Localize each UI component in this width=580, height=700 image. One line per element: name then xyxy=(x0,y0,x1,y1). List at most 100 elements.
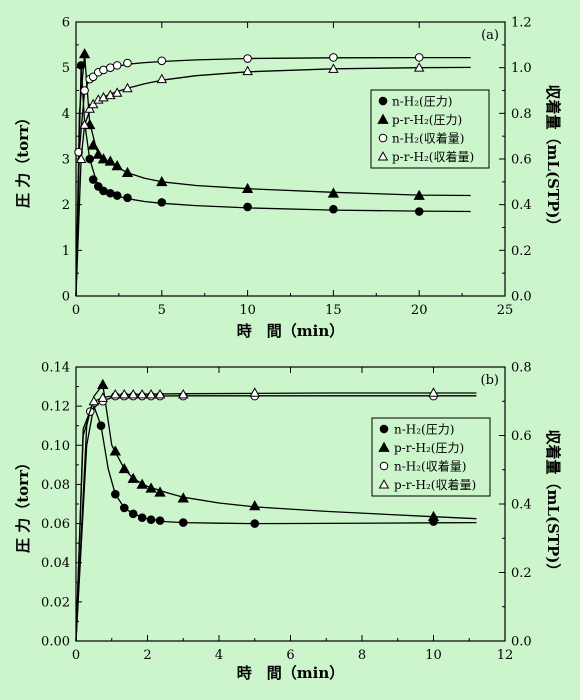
x-tick-label: 2 xyxy=(143,648,151,663)
data-point xyxy=(156,73,168,84)
y-left-tick-label: 0.04 xyxy=(41,556,70,571)
y-right-tick-label: 1.2 xyxy=(511,16,532,31)
data-point xyxy=(178,388,189,399)
y-left-axis-title: 圧 力（torr） xyxy=(14,110,32,208)
data-point xyxy=(127,388,139,399)
data-point xyxy=(155,516,165,525)
data-point xyxy=(111,160,123,171)
data-point xyxy=(78,48,91,59)
data-point xyxy=(127,472,139,483)
data-point xyxy=(249,387,260,397)
data-point xyxy=(241,182,254,194)
y-left-tick-label: 0.00 xyxy=(41,635,70,650)
x-tick-label: 10 xyxy=(239,303,256,318)
y-right-axis-title: 収着量（mL(STP)） xyxy=(544,85,562,234)
data-point xyxy=(136,388,148,399)
x-tick-label: 0 xyxy=(72,303,80,318)
data-point xyxy=(136,478,148,489)
data-point xyxy=(250,519,260,528)
data-point xyxy=(427,510,440,522)
data-point xyxy=(87,139,99,150)
legend-label: n-H₂(圧力) xyxy=(394,423,454,437)
x-tick-label: 0 xyxy=(72,648,80,663)
y-right-tick-label: 0.0 xyxy=(511,635,532,650)
y-left-tick-label: 0.08 xyxy=(41,478,70,493)
data-point xyxy=(118,462,130,474)
legend-box xyxy=(370,89,490,169)
y-right-tick-label: 1.0 xyxy=(511,61,532,76)
data-point xyxy=(88,175,98,184)
data-point xyxy=(119,388,130,399)
data-point xyxy=(157,198,167,207)
data-point xyxy=(329,53,338,62)
x-tick-label: 12 xyxy=(497,648,514,663)
data-point xyxy=(414,207,424,216)
data-point xyxy=(97,392,109,402)
legend-label: p-r-H₂(圧力) xyxy=(394,441,464,455)
data-point xyxy=(154,388,166,399)
panel-label: (b) xyxy=(481,373,499,388)
series-curve xyxy=(75,383,477,642)
data-point xyxy=(110,388,121,399)
y-left-tick-label: 0.12 xyxy=(41,400,70,415)
y-left-tick-label: 0 xyxy=(62,290,70,305)
y-left-tick-label: 0.10 xyxy=(41,439,70,454)
data-point xyxy=(243,54,252,63)
legend-label: n-H₂(収着量) xyxy=(392,131,464,146)
x-tick-label: 8 xyxy=(358,648,366,663)
legend-marker xyxy=(377,113,389,124)
legend-marker xyxy=(379,424,389,434)
data-point xyxy=(413,62,425,72)
data-point xyxy=(156,176,168,187)
data-point xyxy=(328,63,339,73)
data-point xyxy=(111,489,120,499)
y-right-tick-label: 0.8 xyxy=(511,107,532,122)
data-point xyxy=(75,153,87,164)
data-point xyxy=(249,500,261,511)
data-point xyxy=(96,421,106,431)
x-tick-label: 20 xyxy=(411,303,428,318)
x-axis-title: 時 間（min） xyxy=(237,664,344,682)
data-point xyxy=(157,56,167,66)
y-left-tick-label: 4 xyxy=(62,107,70,122)
y-right-tick-label: 0.0 xyxy=(511,290,532,305)
data-point xyxy=(79,119,90,129)
legend-label: n-H₂(収着量) xyxy=(394,459,466,474)
legend-label: n-H₂(圧力) xyxy=(392,95,452,109)
legend-marker xyxy=(378,96,388,106)
data-point xyxy=(145,388,157,399)
data-point xyxy=(112,61,122,70)
data-point xyxy=(92,148,104,159)
data-point xyxy=(111,87,123,97)
data-point xyxy=(123,193,132,203)
data-point xyxy=(122,82,133,93)
data-point xyxy=(145,482,157,493)
x-tick-label: 6 xyxy=(286,648,294,663)
y-right-tick-label: 0.2 xyxy=(511,244,532,259)
x-tick-label: 4 xyxy=(215,648,223,663)
y-right-tick-label: 0.8 xyxy=(511,361,532,376)
data-point xyxy=(109,445,121,456)
data-point xyxy=(428,387,439,397)
data-point xyxy=(137,513,147,523)
series-curve xyxy=(75,56,471,297)
data-point xyxy=(177,492,189,503)
y-right-tick-label: 0.6 xyxy=(511,153,532,168)
data-point xyxy=(413,189,425,200)
data-point xyxy=(242,65,253,76)
x-tick-label: 5 xyxy=(158,303,166,318)
y-left-tick-label: 0.06 xyxy=(41,517,70,532)
data-point xyxy=(84,103,95,113)
y-left-tick-label: 0.14 xyxy=(41,361,70,376)
data-point xyxy=(97,378,109,389)
y-left-tick-label: 2 xyxy=(62,198,70,213)
data-point xyxy=(128,509,138,519)
data-point xyxy=(121,166,134,178)
x-tick-label: 15 xyxy=(325,303,342,318)
data-point xyxy=(178,518,188,527)
legend-marker xyxy=(378,441,390,452)
data-point xyxy=(119,503,129,513)
data-point xyxy=(104,155,116,166)
data-point xyxy=(88,395,100,406)
